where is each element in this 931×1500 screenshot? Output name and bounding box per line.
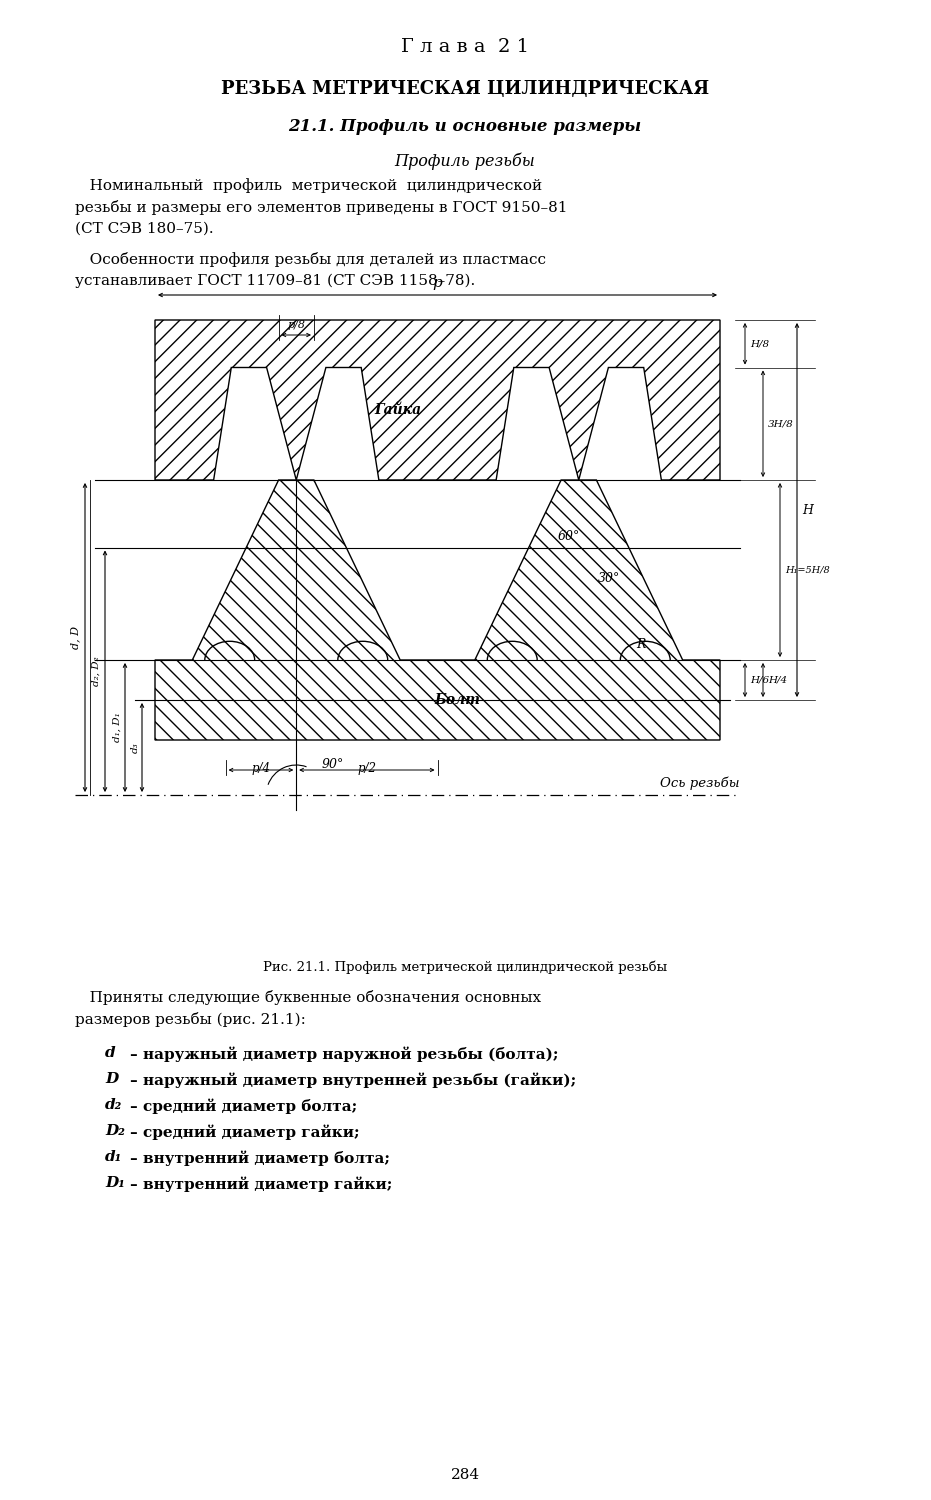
Text: – внутренний диаметр болта;: – внутренний диаметр болта;	[130, 1150, 390, 1166]
Text: (СТ СЭВ 180–75).: (СТ СЭВ 180–75).	[75, 222, 213, 236]
Text: H/4: H/4	[768, 675, 787, 684]
Text: р/8: р/8	[288, 320, 305, 330]
Polygon shape	[155, 480, 720, 740]
Text: р/2: р/2	[358, 762, 376, 776]
Text: – наружный диаметр наружной резьбы (болта);: – наружный диаметр наружной резьбы (болт…	[130, 1046, 559, 1062]
Text: Номинальный  профиль  метрической  цилиндрической: Номинальный профиль метрической цилиндри…	[75, 178, 542, 194]
Text: D: D	[105, 1072, 118, 1086]
Text: – средний диаметр болта;: – средний диаметр болта;	[130, 1098, 358, 1113]
Text: Приняты следующие буквенные обозначения основных: Приняты следующие буквенные обозначения …	[75, 990, 541, 1005]
Text: Рис. 21.1. Профиль метрической цилиндрической резьбы: Рис. 21.1. Профиль метрической цилиндрич…	[263, 960, 668, 974]
Text: D₂: D₂	[105, 1124, 125, 1138]
Text: D₁: D₁	[105, 1176, 125, 1190]
Text: Ось резьбы: Ось резьбы	[660, 777, 739, 790]
Text: Г л а в а  2 1: Г л а в а 2 1	[401, 38, 529, 56]
Text: d₂: d₂	[105, 1098, 122, 1112]
Text: d, D: d, D	[70, 626, 80, 650]
Text: – средний диаметр гайки;: – средний диаметр гайки;	[130, 1124, 359, 1140]
Text: РЕЗЬБА МЕТРИЧЕСКАЯ ЦИЛИНДРИЧЕСКАЯ: РЕЗЬБА МЕТРИЧЕСКАЯ ЦИЛИНДРИЧЕСКАЯ	[221, 80, 709, 98]
Text: H: H	[802, 504, 813, 516]
Text: H/6: H/6	[750, 675, 769, 684]
Text: устанавливает ГОСТ 11709–81 (СТ СЭВ 1158–78).: устанавливает ГОСТ 11709–81 (СТ СЭВ 1158…	[75, 274, 475, 288]
Text: H₁=5H/8: H₁=5H/8	[785, 566, 830, 574]
Text: 60°: 60°	[558, 530, 580, 543]
Text: размеров резьбы (рис. 21.1):: размеров резьбы (рис. 21.1):	[75, 1013, 306, 1028]
Text: р: р	[433, 276, 442, 290]
Text: резьбы и размеры его элементов приведены в ГОСТ 9150–81: резьбы и размеры его элементов приведены…	[75, 200, 568, 214]
Text: – внутренний диаметр гайки;: – внутренний диаметр гайки;	[130, 1176, 392, 1191]
Polygon shape	[155, 320, 720, 480]
Text: d₃: d₃	[131, 742, 140, 753]
Text: d₂, D₂: d₂, D₂	[92, 657, 101, 686]
Text: R: R	[637, 639, 646, 651]
Text: Гайка: Гайка	[374, 404, 421, 417]
Text: Профиль резьбы: Профиль резьбы	[395, 153, 535, 171]
Text: 90°: 90°	[321, 759, 344, 771]
Text: d₁: d₁	[105, 1150, 122, 1164]
Text: d₁, D₁: d₁, D₁	[113, 712, 122, 742]
Text: р/4: р/4	[251, 762, 270, 776]
Text: Особенности профиля резьбы для деталей из пластмасс: Особенности профиля резьбы для деталей и…	[75, 252, 546, 267]
Text: H/8: H/8	[750, 339, 769, 348]
Text: – наружный диаметр внутренней резьбы (гайки);: – наружный диаметр внутренней резьбы (га…	[130, 1072, 576, 1088]
Text: 21.1. Профиль и основные размеры: 21.1. Профиль и основные размеры	[289, 118, 641, 135]
Text: d: d	[105, 1046, 115, 1060]
Text: Болт: Болт	[435, 693, 480, 706]
Text: 30°: 30°	[598, 573, 620, 585]
Text: 284: 284	[451, 1468, 479, 1482]
Text: 3H/8: 3H/8	[768, 419, 794, 429]
